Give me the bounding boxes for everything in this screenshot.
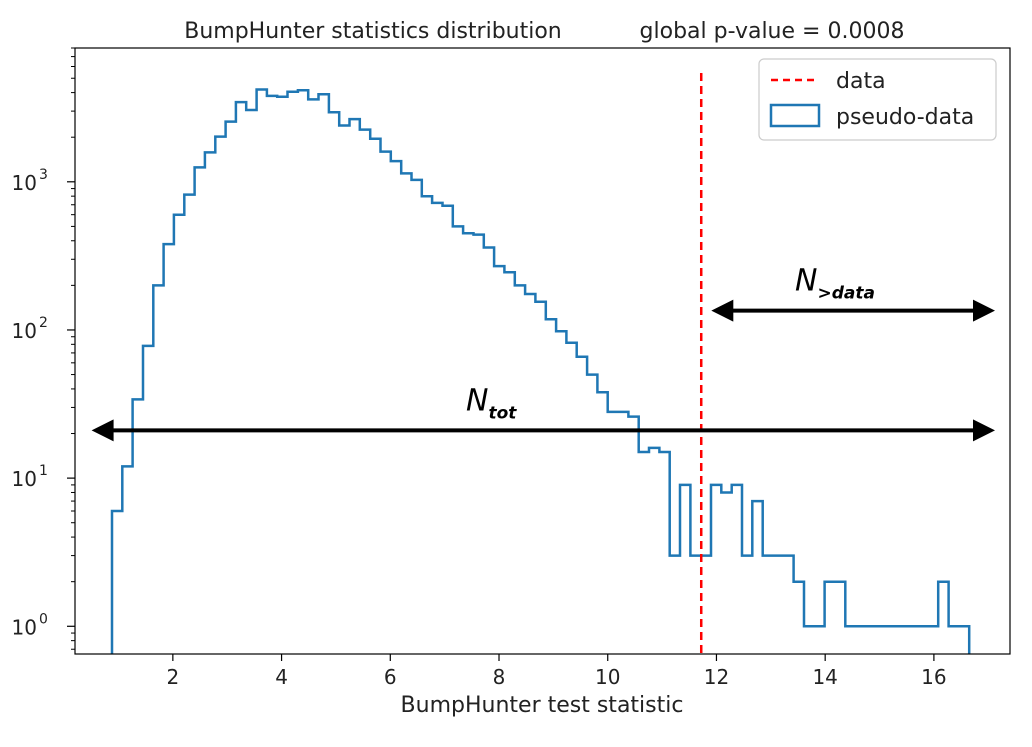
- annotation-label-1: N>data: [795, 264, 875, 304]
- legend: data pseudo-data: [758, 58, 997, 141]
- annotation-sub-1: >data: [817, 284, 874, 304]
- legend-data-label: data: [836, 69, 886, 94]
- y-tick-label-1: 10: [12, 467, 37, 491]
- y-tick-exp-2: 2: [39, 315, 48, 331]
- x-tick-label-3: 8: [493, 665, 506, 689]
- y-tick-exp-3: 3: [39, 167, 48, 183]
- x-axis-label: BumpHunter test statistic: [401, 693, 684, 718]
- x-tick-label-4: 10: [595, 665, 620, 689]
- x-tick-label-5: 12: [704, 665, 729, 689]
- pseudo-data-histogram: [110, 88, 971, 654]
- annotation-main-0: N: [466, 383, 488, 418]
- chart-title: BumpHunter statistics distribution: [184, 19, 562, 44]
- y-tick-exp-0: 0: [39, 611, 48, 627]
- global-p-value-label: global p-value = 0.0008: [640, 19, 905, 44]
- annotation-sub-0: tot: [488, 403, 517, 423]
- x-tick-label-2: 6: [384, 665, 397, 689]
- legend-pseudo-data-label: pseudo-data: [836, 105, 974, 130]
- x-tick-label-1: 4: [275, 665, 288, 689]
- x-tick-label-7: 16: [921, 665, 946, 689]
- y-tick-label-0: 10: [12, 615, 37, 639]
- x-axis: 2 4 6 8 10 12 14 16: [166, 654, 947, 689]
- annotation-main-1: N: [795, 264, 817, 299]
- y-tick-exp-1: 1: [39, 463, 48, 479]
- y-tick-label-3: 10: [12, 171, 37, 195]
- x-tick-label-0: 2: [166, 665, 179, 689]
- chart-title-group: BumpHunter statistics distribution globa…: [184, 19, 904, 44]
- y-tick-label-2: 10: [12, 319, 37, 343]
- series-layer: [110, 73, 971, 654]
- annotation-label-0: Ntot: [466, 383, 517, 423]
- legend-pseudo-data-swatch: [769, 103, 821, 128]
- plot-frame: [74, 47, 1011, 655]
- x-tick-label-6: 14: [812, 665, 837, 689]
